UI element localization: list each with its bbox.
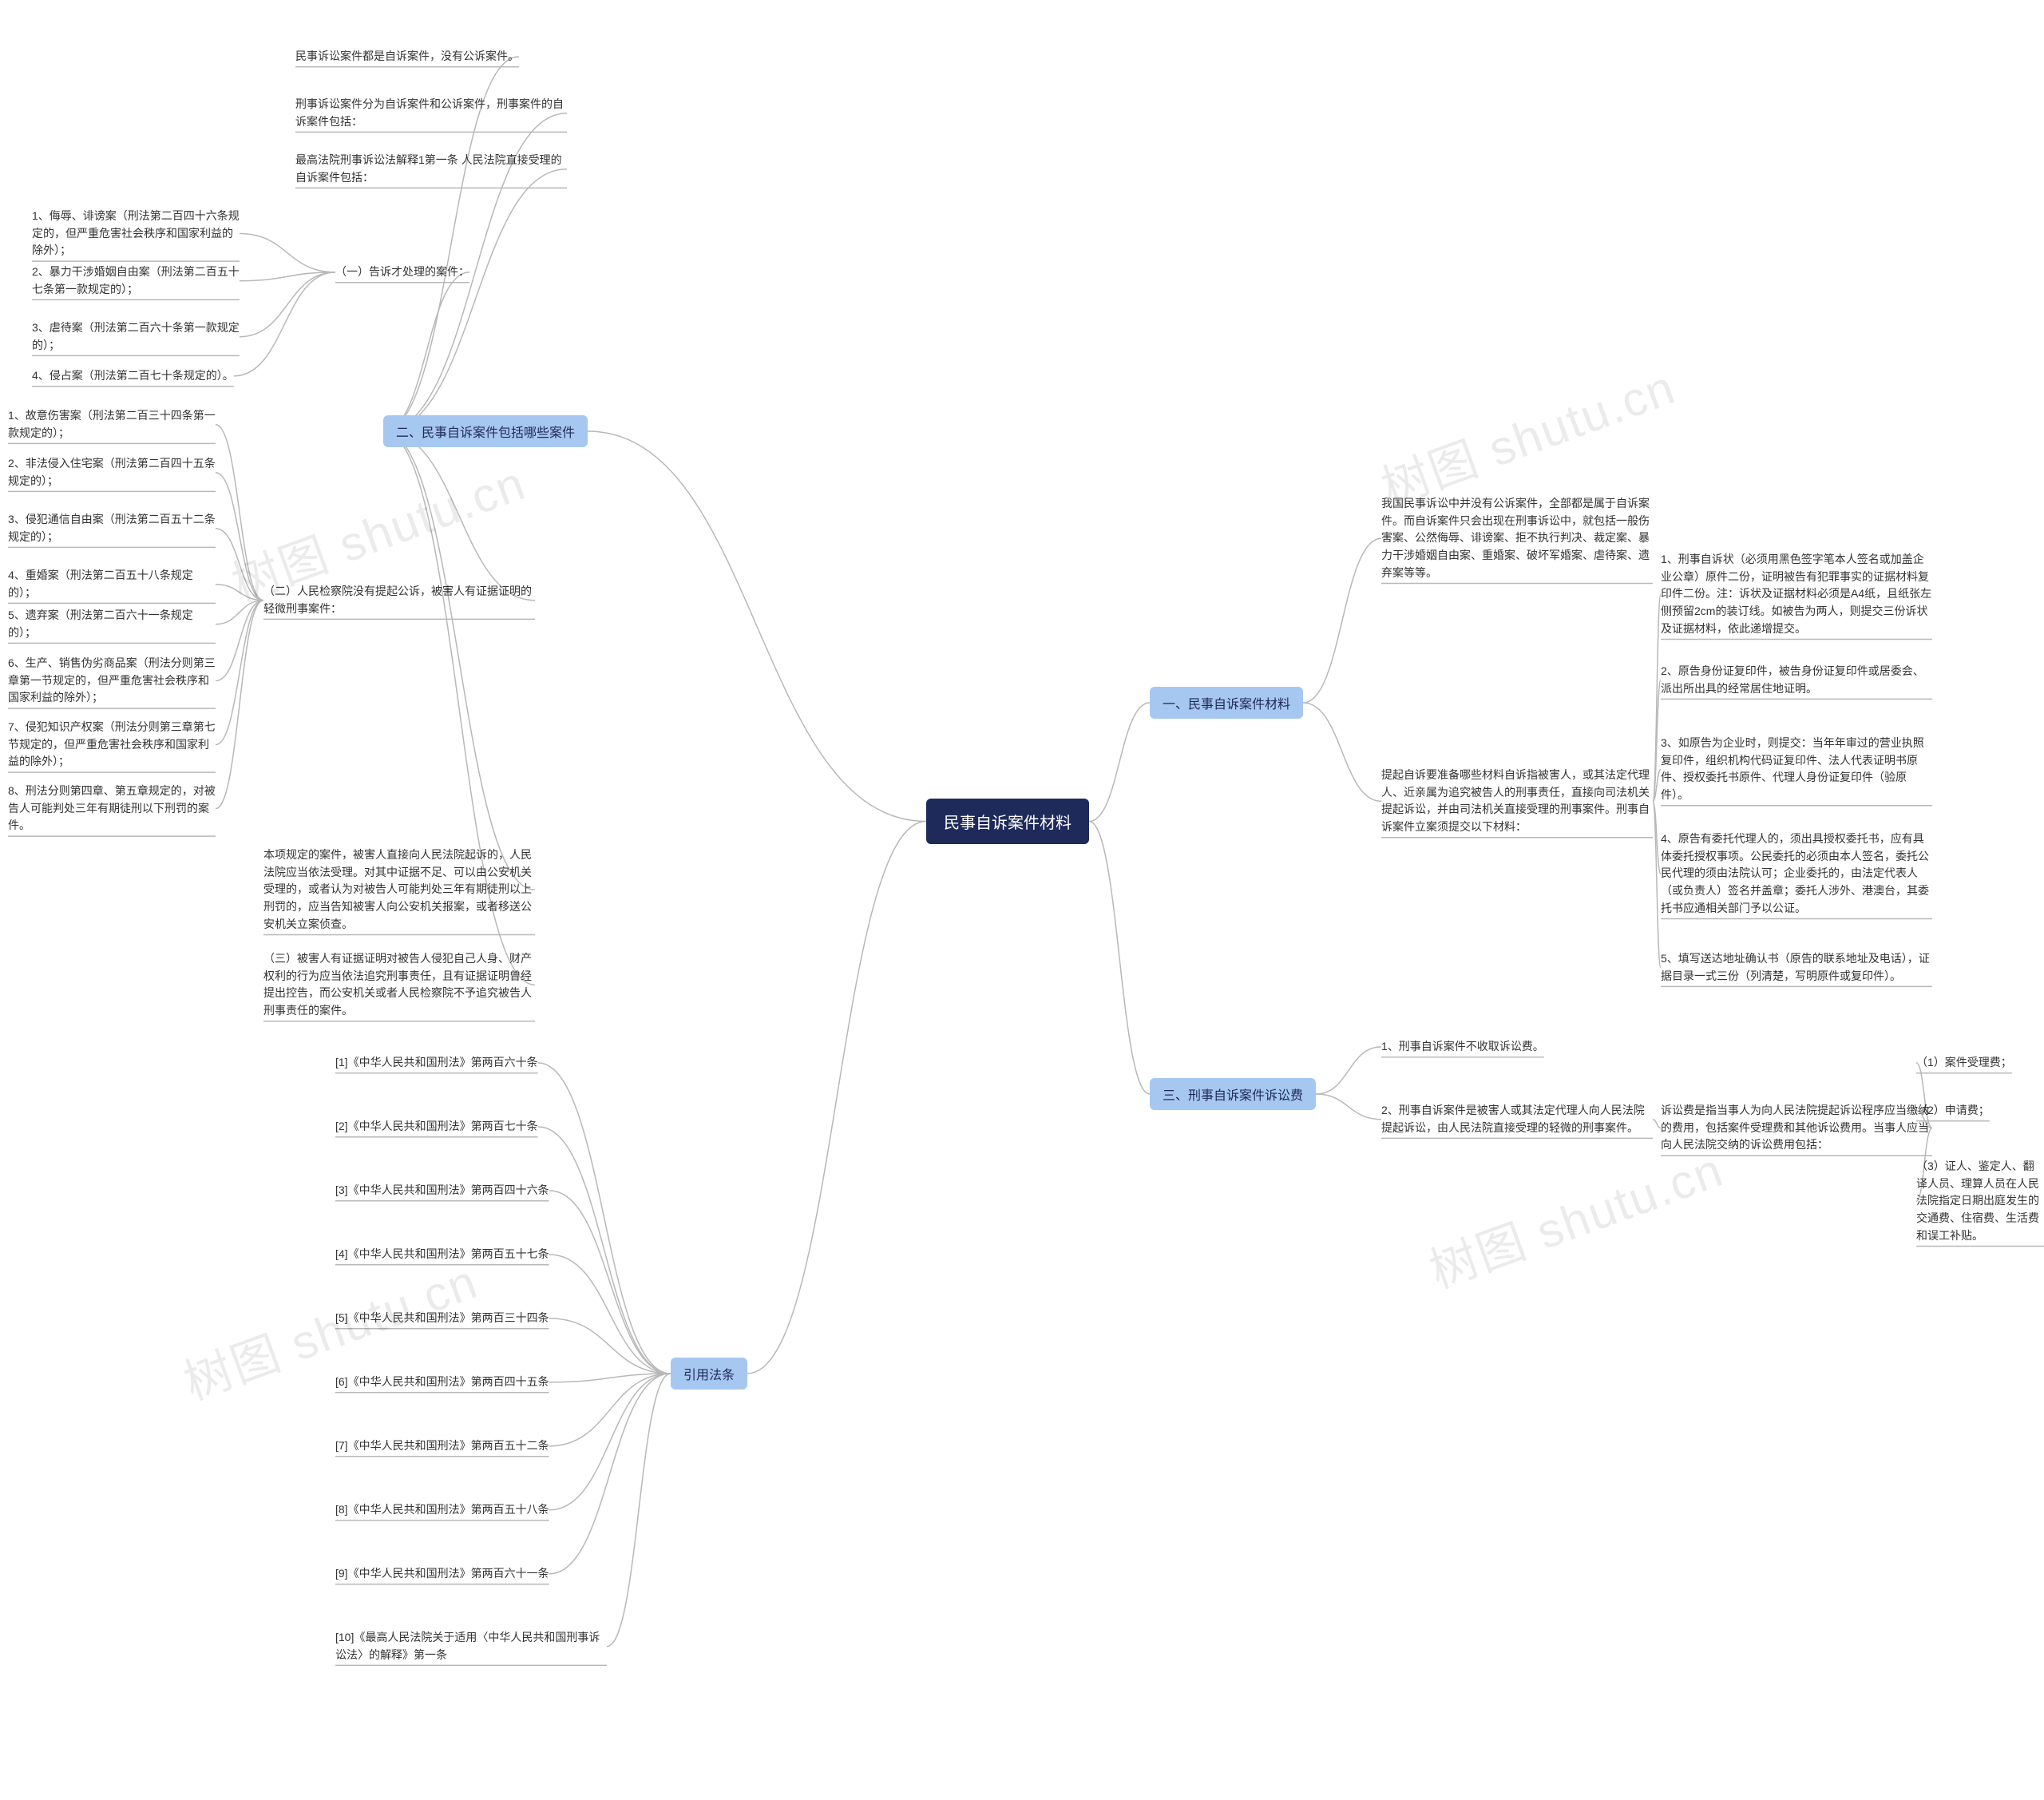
leaf-l1c3pre: 本项规定的案件，被害人直接向人民法院起诉的，人民法院应当依法受理。对其中证据不足… bbox=[263, 846, 535, 933]
leaf-r1c1: 我国民事诉讼中并没有公诉案件，全部都是属于自诉案件。而自诉案件只会出现在刑事诉讼… bbox=[1381, 495, 1653, 581]
watermark-2: 树图 shutu.cn bbox=[1371, 349, 1684, 520]
leaf-l2c10: [10]《最高人民法院关于适用〈中华人民共和国刑事诉讼法〉的解释》第一条 bbox=[335, 1629, 607, 1663]
leaf-r1c2d: 4、原告有委托代理人的，须出具授权委托书，应有具体委托授权事项。公民委托的必须由… bbox=[1661, 831, 1932, 917]
leaf-l2c8: [8]《中华人民共和国刑法》第两百五十八条 bbox=[335, 1501, 549, 1519]
leaf-l1p3: 最高法院刑事诉讼法解释1第一条 人民法院直接受理的自诉案件包括： bbox=[295, 152, 567, 186]
branch-r2[interactable]: 三、刑事自诉案件诉讼费 bbox=[1150, 1078, 1316, 1110]
leaf-l1c2e: 5、遗弃案（刑法第二百六十一条规定的）； bbox=[8, 607, 216, 641]
leaf-l1c1d: 4、侵占案（刑法第二百七十条规定的）。 bbox=[32, 367, 234, 385]
leaf-l1p2: 刑事诉讼案件分为自诉案件和公诉案件，刑事案件的自诉案件包括： bbox=[295, 96, 567, 130]
leaf-l2c6: [6]《中华人民共和国刑法》第两百四十五条 bbox=[335, 1374, 549, 1391]
leaf-r2c2a2: （2）申请费； bbox=[1916, 1102, 1990, 1120]
leaf-l1c1b: 2、暴力干涉婚姻自由案（刑法第二百五十七条第一款规定的）； bbox=[32, 264, 240, 298]
leaf-l2c1: [1]《中华人民共和国刑法》第两百六十条 bbox=[335, 1054, 538, 1072]
leaf-r1c2b: 2、原告身份证复印件，被告身份证复印件或居委会、派出所出具的经常居住地证明。 bbox=[1661, 663, 1932, 697]
leaf-r1c2a: 1、刑事自诉状（必须用黑色签字笔本人签名或加盖企业公章）原件二份，证明被告有犯罪… bbox=[1661, 551, 1932, 637]
leaf-l1c2a: 1、故意伤害案（刑法第二百三十四条第一款规定的）； bbox=[8, 407, 216, 442]
leaf-r1c2: 提起自诉要准备哪些材料自诉指被害人，或其法定代理人、近亲属为追究被告人的刑事责任… bbox=[1381, 767, 1653, 836]
leaf-l1c1c: 3、虐待案（刑法第二百六十条第一款规定的）； bbox=[32, 319, 240, 354]
leaf-r2c1: 1、刑事自诉案件不收取诉讼费。 bbox=[1381, 1038, 1544, 1056]
branch-l2[interactable]: 引用法条 bbox=[671, 1358, 747, 1390]
watermark-4: 树图 shutu.cn bbox=[1419, 1132, 1732, 1302]
leaf-l1p1: 民事诉讼案件都是自诉案件，没有公诉案件。 bbox=[295, 48, 519, 65]
leaf-l1c2f: 6、生产、销售伪劣商品案（刑法分则第三章第一节规定的，但严重危害社会秩序和国家利… bbox=[8, 655, 216, 707]
leaf-r2c2a3: （3）证人、鉴定人、翻译人员、理算人员在人民法院指定日期出庭发生的交通费、住宿费… bbox=[1916, 1158, 2044, 1244]
leaf-l1c1a: 1、侮辱、诽谤案（刑法第二百四十六条规定的，但严重危害社会秩序和国家利益的除外）… bbox=[32, 208, 240, 260]
leaf-l1c2g: 7、侵犯知识产权案（刑法分则第三章第七节规定的，但严重危害社会秩序和国家利益的除… bbox=[8, 719, 216, 771]
leaf-l2c7: [7]《中华人民共和国刑法》第两百五十二条 bbox=[335, 1437, 549, 1455]
leaf-l1c1: （一）告诉才处理的案件： bbox=[335, 264, 469, 281]
mindmap-canvas: 树图 shutu.cn 树图 shutu.cn 树图 shutu.cn 树图 s… bbox=[0, 0, 2044, 1800]
leaf-r1c2c: 3、如原告为企业时，则提交：当年年审过的营业执照复印件，组织机构代码证复印件、法… bbox=[1661, 735, 1932, 804]
leaf-l1c3: （三）被害人有证据证明对被告人侵犯自己人身、财产权利的行为应当依法追究刑事责任，… bbox=[263, 950, 535, 1020]
leaf-l2c9: [9]《中华人民共和国刑法》第两百六十一条 bbox=[335, 1565, 549, 1583]
root-node[interactable]: 民事自诉案件材料 bbox=[926, 799, 1089, 844]
branch-l1[interactable]: 二、民事自诉案件包括哪些案件 bbox=[383, 415, 588, 447]
leaf-r2c2: 2、刑事自诉案件是被害人或其法定代理人向人民法院提起诉讼，由人民法院直接受理的轻… bbox=[1381, 1102, 1653, 1136]
leaf-l1c2c: 3、侵犯通信自由案（刑法第二百五十二条规定的）； bbox=[8, 511, 216, 545]
leaf-l2c3: [3]《中华人民共和国刑法》第两百四十六条 bbox=[335, 1182, 549, 1199]
leaf-l1c2h: 8、刑法分则第四章、第五章规定的，对被告人可能判处三年有期徒刑以下刑罚的案件。 bbox=[8, 783, 216, 835]
leaf-l1c2d: 4、重婚案（刑法第二百五十八条规定的）； bbox=[8, 567, 216, 601]
leaf-l2c2: [2]《中华人民共和国刑法》第两百七十条 bbox=[335, 1118, 538, 1136]
leaf-r2c2a: 诉讼费是指当事人为向人民法院提起诉讼程序应当缴纳的费用，包括案件受理费和其他诉讼… bbox=[1661, 1102, 1932, 1154]
leaf-r2c2a1: （1）案件受理费； bbox=[1916, 1054, 2012, 1072]
branch-r1[interactable]: 一、民事自诉案件材料 bbox=[1150, 687, 1303, 719]
leaf-l1c2: （二）人民检察院没有提起公诉，被害人有证据证明的轻微刑事案件： bbox=[263, 583, 535, 617]
leaf-l2c4: [4]《中华人民共和国刑法》第两百五十七条 bbox=[335, 1246, 549, 1263]
leaf-l2c5: [5]《中华人民共和国刑法》第两百三十四条 bbox=[335, 1310, 549, 1327]
leaf-r1c2e: 5、填写送达地址确认书（原告的联系地址及电话），证据目录一式三份（列清楚，写明原… bbox=[1661, 950, 1932, 985]
leaf-l1c2b: 2、非法侵入住宅案（刑法第二百四十五条规定的）； bbox=[8, 455, 216, 490]
